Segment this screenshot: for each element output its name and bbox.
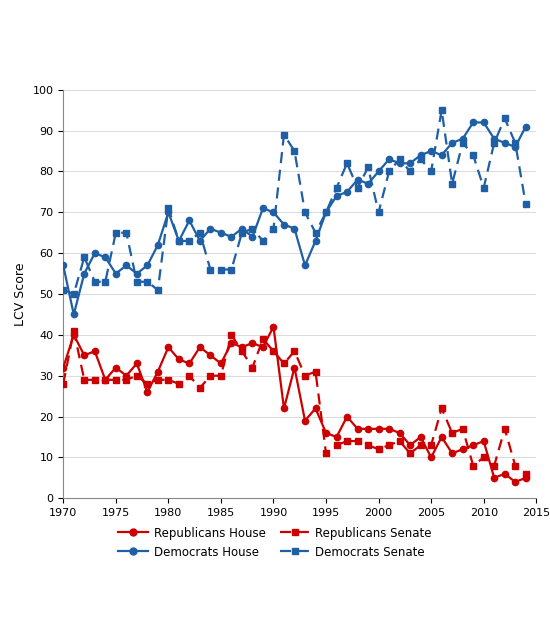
Legend: Republicans House, Democrats House, Republicans Senate, Democrats Senate: Republicans House, Democrats House, Repu… [118,527,432,558]
Text: Source:  League of Conservation Voters: Source: League of Conservation Voters [8,598,214,608]
Text: Figure 1.  League of Conservation Voters’ environmental voting scores: Figure 1. League of Conservation Voters’… [26,22,524,35]
Text: U.S. Congress – by chamber and party: U.S. Congress – by chamber and party [141,58,409,71]
Y-axis label: LCV Score: LCV Score [14,262,27,326]
